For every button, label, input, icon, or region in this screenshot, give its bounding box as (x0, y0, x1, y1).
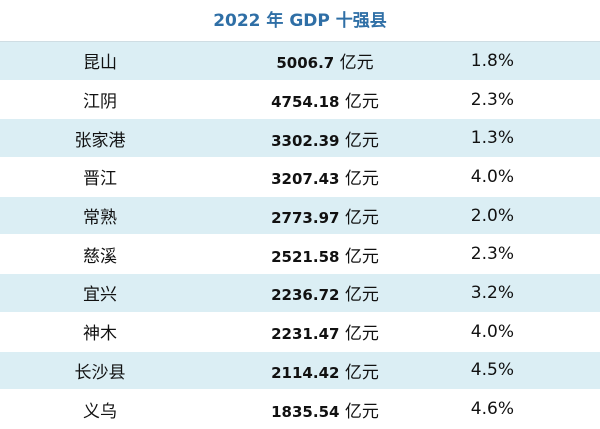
gdp-unit: 亿元 (344, 208, 379, 229)
table-row: 义乌 1835.54 亿元 4.6% (0, 389, 600, 429)
gdp-value: 5006.7 (276, 54, 335, 73)
gdp-unit: 亿元 (344, 92, 379, 113)
growth-rate: 2.0% (450, 196, 600, 236)
growth-rate: 4.0% (450, 157, 600, 197)
county-name: 慈溪 (0, 234, 200, 275)
growth-rate: 4.0% (450, 312, 600, 352)
growth-rate: 2.3% (450, 234, 600, 275)
gdp-unit: 亿元 (344, 285, 379, 306)
table-row: 晋江 3207.43 亿元 4.0% (0, 157, 600, 197)
gdp-cell: 2236.72 亿元 (200, 273, 450, 313)
county-name: 神木 (0, 312, 200, 352)
county-name: 昆山 (0, 42, 200, 81)
county-name: 江阴 (0, 80, 200, 120)
gdp-unit: 亿元 (344, 324, 379, 345)
table-row: 长沙县 2114.42 亿元 4.5% (0, 351, 600, 391)
gdp-value: 2773.97 (271, 209, 340, 228)
gdp-value: 3207.43 (271, 170, 340, 189)
growth-rate: 3.2% (450, 273, 600, 313)
county-name: 宜兴 (0, 273, 200, 313)
gdp-unit: 亿元 (344, 130, 379, 151)
gdp-unit: 亿元 (344, 362, 379, 383)
county-name: 长沙县 (0, 351, 200, 391)
gdp-value: 2236.72 (271, 286, 340, 305)
table-row: 张家港 3302.39 亿元 1.3% (0, 118, 600, 159)
table-row: 昆山 5006.7 亿元 1.8% (0, 42, 600, 81)
county-name: 张家港 (0, 118, 200, 159)
table-row: 江阴 4754.18 亿元 2.3% (0, 80, 600, 120)
gdp-value: 2114.42 (271, 363, 340, 382)
gdp-cell: 2114.42 亿元 (200, 351, 450, 391)
gdp-value: 4754.18 (271, 93, 340, 112)
gdp-unit: 亿元 (339, 53, 374, 74)
growth-rate: 4.6% (450, 389, 600, 429)
gdp-unit: 亿元 (344, 169, 379, 190)
gdp-cell: 3207.43 亿元 (200, 157, 450, 197)
table-title: 2022 年 GDP 十强县 (0, 0, 600, 42)
gdp-cell: 2231.47 亿元 (200, 312, 450, 352)
gdp-cell: 3302.39 亿元 (200, 118, 450, 159)
gdp-cell: 5006.7 亿元 (200, 42, 450, 81)
gdp-value: 2521.58 (271, 247, 340, 266)
growth-rate: 4.5% (450, 351, 600, 391)
table-row: 宜兴 2236.72 亿元 3.2% (0, 273, 600, 313)
growth-rate: 1.8% (450, 42, 600, 81)
growth-rate: 2.3% (450, 80, 600, 120)
county-name: 常熟 (0, 196, 200, 236)
table-row: 常熟 2773.97 亿元 2.0% (0, 196, 600, 236)
county-name: 晋江 (0, 157, 200, 197)
table-row: 慈溪 2521.58 亿元 2.3% (0, 234, 600, 275)
gdp-value: 2231.47 (271, 325, 340, 344)
county-name: 义乌 (0, 389, 200, 429)
growth-rate: 1.3% (450, 118, 600, 159)
gdp-cell: 1835.54 亿元 (200, 389, 450, 429)
table-row: 神木 2231.47 亿元 4.0% (0, 312, 600, 352)
gdp-cell: 2521.58 亿元 (200, 234, 450, 275)
gdp-cell: 4754.18 亿元 (200, 80, 450, 120)
gdp-value: 1835.54 (271, 402, 340, 421)
gdp-unit: 亿元 (344, 246, 379, 267)
ranking-table: 昆山 5006.7 亿元 1.8% 江阴 4754.18 亿元 2.3% 张家港 3302.3… (0, 42, 600, 429)
gdp-unit: 亿元 (344, 401, 379, 422)
gdp-cell: 2773.97 亿元 (200, 196, 450, 236)
gdp-value: 3302.39 (271, 131, 340, 150)
